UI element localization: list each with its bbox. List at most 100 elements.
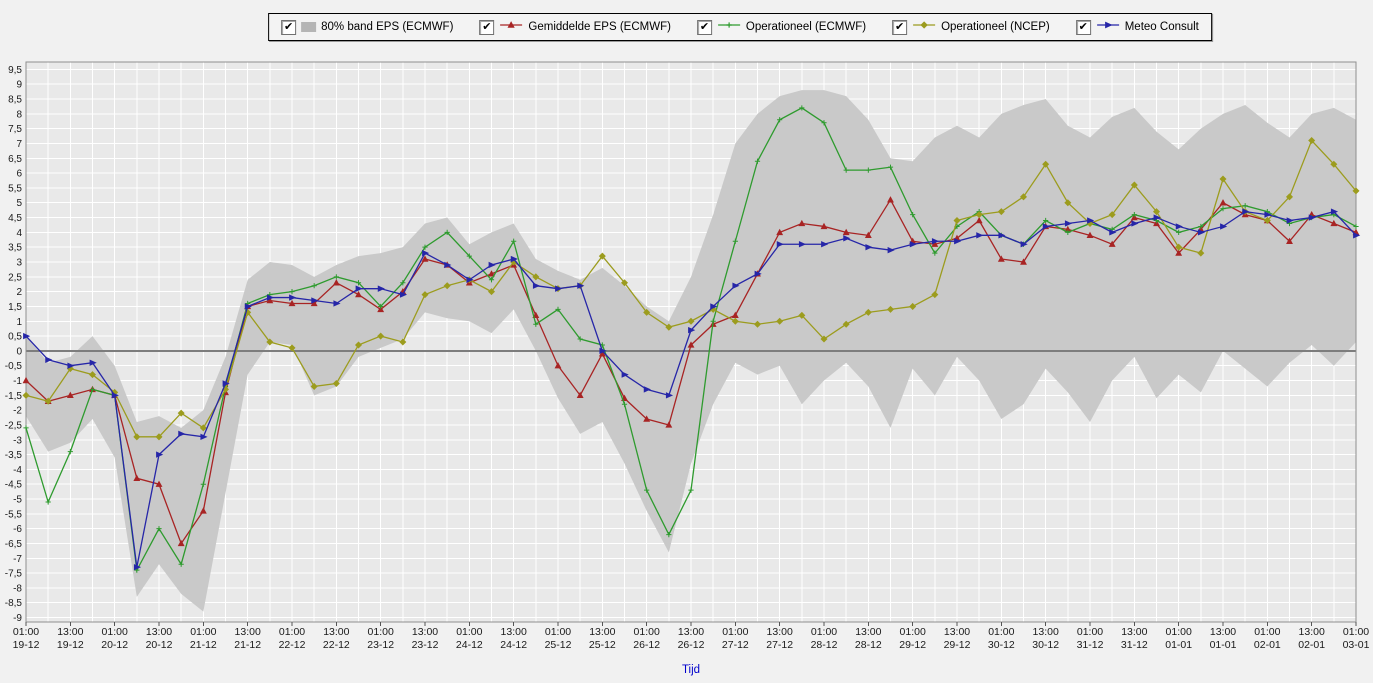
legend-item-operationeel-ncep: ✔ Operationeel (NCEP) <box>892 18 1050 36</box>
legend-item-band-eps: ✔ 80% band EPS (ECMWF) <box>281 19 454 35</box>
legend-checkbox-operationeel-ncep[interactable]: ✔ <box>892 19 908 35</box>
svg-text:1,5: 1,5 <box>8 302 22 313</box>
svg-text:5,5: 5,5 <box>8 183 22 194</box>
svg-text:-4,5: -4,5 <box>5 480 23 491</box>
svg-text:26-12: 26-12 <box>678 639 705 651</box>
svg-text:02-01: 02-01 <box>1298 639 1325 651</box>
svg-text:13:00: 13:00 <box>1033 626 1059 638</box>
svg-text:-8,5: -8,5 <box>5 598 23 609</box>
line-swatch-operationeel-ncep <box>912 18 936 36</box>
svg-text:0: 0 <box>16 346 22 357</box>
svg-text:01:00: 01:00 <box>13 626 39 638</box>
svg-text:25-12: 25-12 <box>545 639 572 651</box>
x-axis-ticks <box>25 622 1357 626</box>
svg-text:28-12: 28-12 <box>855 639 882 651</box>
svg-text:13:00: 13:00 <box>57 626 83 638</box>
legend-checkbox-operationeel-ecmwf[interactable]: ✔ <box>696 19 712 35</box>
svg-text:-5: -5 <box>13 495 22 506</box>
svg-text:-3: -3 <box>13 435 22 446</box>
svg-text:-2,5: -2,5 <box>5 420 23 431</box>
svg-text:4: 4 <box>16 228 22 239</box>
svg-text:13:00: 13:00 <box>767 626 793 638</box>
legend-item-gemiddelde-eps: ✔ Gemiddelde EPS (ECMWF) <box>479 18 671 36</box>
svg-text:22-12: 22-12 <box>279 639 306 651</box>
legend-checkbox-gemiddelde-eps[interactable]: ✔ <box>479 19 495 35</box>
svg-text:29-12: 29-12 <box>899 639 926 651</box>
svg-text:01:00: 01:00 <box>456 626 482 638</box>
svg-text:01:00: 01:00 <box>1254 626 1280 638</box>
svg-text:01:00: 01:00 <box>811 626 837 638</box>
svg-text:-3,5: -3,5 <box>5 450 23 461</box>
legend-item-meteo-consult: ✔ Meteo Consult <box>1075 18 1199 36</box>
svg-text:-8: -8 <box>13 583 22 594</box>
svg-text:01:00: 01:00 <box>545 626 571 638</box>
svg-text:-7,5: -7,5 <box>5 569 23 580</box>
svg-text:9: 9 <box>16 80 22 91</box>
y-axis-labels: 9,5 9 8,5 8 7,5 7 6,5 6 5,5 5 4,5 4 3,5 3 2,5 2 1,5 1 0,5 0… <box>5 65 23 624</box>
legend-item-operationeel-ecmwf: ✔ Operationeel (ECMWF) <box>696 18 867 36</box>
svg-text:9,5: 9,5 <box>8 65 22 76</box>
svg-text:01:00: 01:00 <box>900 626 926 638</box>
svg-text:01:00: 01:00 <box>722 626 748 638</box>
svg-text:27-12: 27-12 <box>766 639 793 651</box>
svg-text:0,5: 0,5 <box>8 332 22 343</box>
svg-text:21-12: 21-12 <box>190 639 217 651</box>
legend-checkbox-band-eps[interactable]: ✔ <box>281 19 297 35</box>
legend-checkbox-meteo-consult[interactable]: ✔ <box>1075 19 1091 35</box>
svg-text:-9: -9 <box>13 613 22 624</box>
svg-text:7,5: 7,5 <box>8 124 22 135</box>
svg-text:01-01: 01-01 <box>1165 639 1192 651</box>
svg-text:6,5: 6,5 <box>8 154 22 165</box>
svg-text:-0,5: -0,5 <box>5 361 23 372</box>
legend-label-operationeel-ecmwf: Operationeel (ECMWF) <box>745 21 867 33</box>
svg-text:01:00: 01:00 <box>988 626 1014 638</box>
svg-text:01:00: 01:00 <box>102 626 128 638</box>
series-meteo-consult <box>23 208 1361 571</box>
svg-text:19-12: 19-12 <box>57 639 84 651</box>
svg-text:01:00: 01:00 <box>1343 626 1369 638</box>
svg-text:28-12: 28-12 <box>811 639 838 651</box>
band-swatch <box>301 22 317 32</box>
svg-text:5: 5 <box>16 198 22 209</box>
svg-text:01:00: 01:00 <box>190 626 216 638</box>
svg-text:2,5: 2,5 <box>8 272 22 283</box>
svg-text:13:00: 13:00 <box>1210 626 1236 638</box>
series-operationeel-ecmwf- <box>23 105 1359 573</box>
svg-text:-4: -4 <box>13 465 22 476</box>
line-swatch-meteo-consult <box>1096 18 1120 36</box>
svg-text:-6: -6 <box>13 524 22 535</box>
svg-text:13:00: 13:00 <box>235 626 261 638</box>
svg-text:6: 6 <box>16 169 22 180</box>
svg-text:8,5: 8,5 <box>8 95 22 106</box>
svg-text:31-12: 31-12 <box>1121 639 1148 651</box>
svg-text:13:00: 13:00 <box>944 626 970 638</box>
chart-legend: ✔ 80% band EPS (ECMWF) ✔ Gemiddelde EPS … <box>268 13 1212 41</box>
svg-text:19-12: 19-12 <box>13 639 40 651</box>
svg-text:-1: -1 <box>13 376 22 387</box>
svg-text:31-12: 31-12 <box>1077 639 1104 651</box>
legend-label-band-eps: 80% band EPS (ECMWF) <box>321 21 454 33</box>
svg-text:13:00: 13:00 <box>678 626 704 638</box>
svg-text:01:00: 01:00 <box>368 626 394 638</box>
svg-text:23-12: 23-12 <box>412 639 439 651</box>
svg-text:13:00: 13:00 <box>501 626 527 638</box>
svg-text:30-12: 30-12 <box>988 639 1015 651</box>
svg-text:3,5: 3,5 <box>8 243 22 254</box>
svg-text:02-01: 02-01 <box>1254 639 1281 651</box>
x-axis-title: Tijd <box>682 664 700 676</box>
svg-text:01:00: 01:00 <box>1166 626 1192 638</box>
legend-label-meteo-consult: Meteo Consult <box>1124 21 1199 33</box>
svg-text:13:00: 13:00 <box>146 626 172 638</box>
svg-text:24-12: 24-12 <box>500 639 527 651</box>
svg-text:4,5: 4,5 <box>8 213 22 224</box>
svg-text:13:00: 13:00 <box>323 626 349 638</box>
svg-text:25-12: 25-12 <box>589 639 616 651</box>
svg-text:7: 7 <box>16 139 22 150</box>
svg-text:27-12: 27-12 <box>722 639 749 651</box>
legend-label-gemiddelde-eps: Gemiddelde EPS (ECMWF) <box>528 21 671 33</box>
svg-text:01:00: 01:00 <box>634 626 660 638</box>
line-swatch-gemiddelde-eps <box>499 18 523 36</box>
svg-text:24-12: 24-12 <box>456 639 483 651</box>
svg-text:01:00: 01:00 <box>279 626 305 638</box>
